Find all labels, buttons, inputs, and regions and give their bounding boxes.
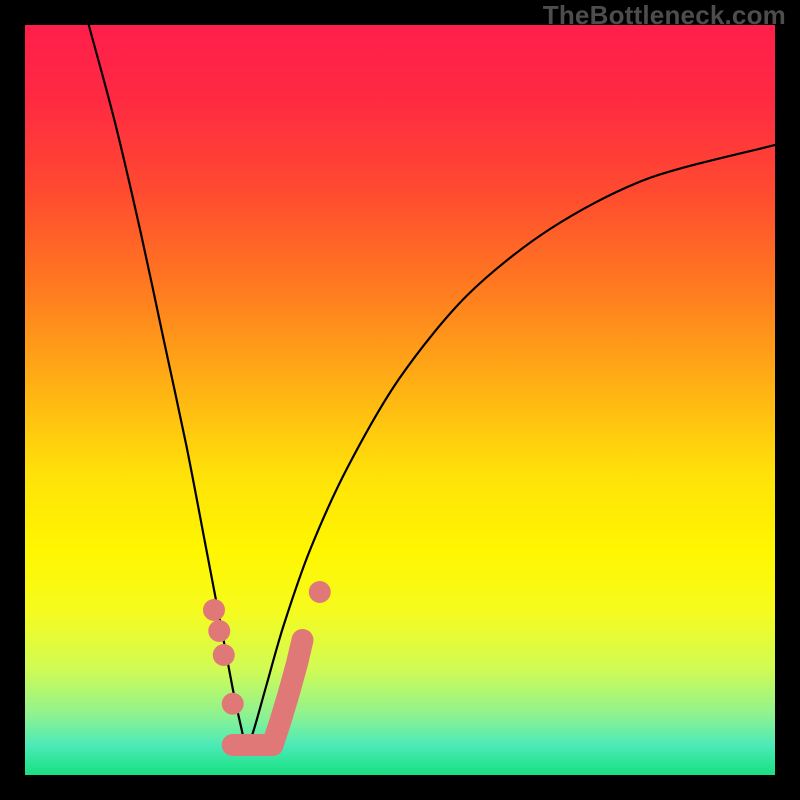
marker-dot-left — [203, 599, 225, 621]
marker-dot-left — [222, 693, 244, 715]
gradient-background — [25, 25, 775, 775]
plot-area — [25, 25, 775, 775]
marker-dot-right-isolated — [309, 581, 331, 603]
plot-svg — [25, 25, 775, 775]
stage: TheBottleneck.com — [0, 0, 800, 800]
watermark-text: TheBottleneck.com — [543, 0, 786, 31]
marker-dot-left — [208, 620, 230, 642]
marker-dot-left — [213, 644, 235, 666]
